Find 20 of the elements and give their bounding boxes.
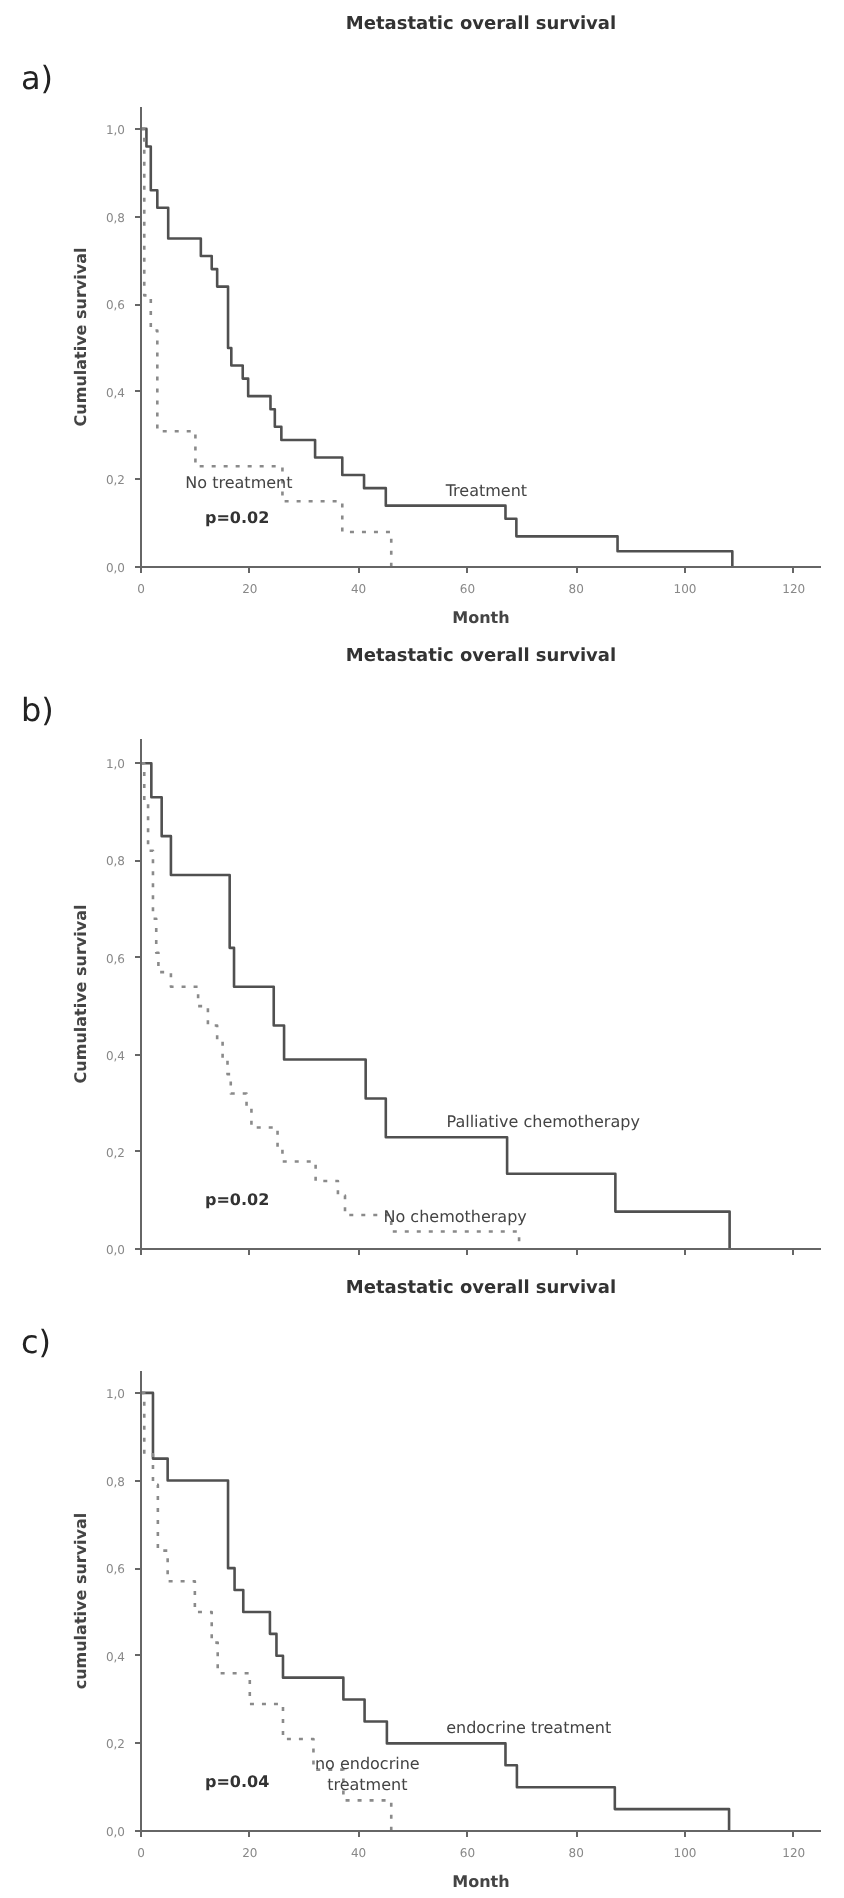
chart-title: Metastatic overall survival <box>345 1279 617 1299</box>
text: a) <box>21 59 54 97</box>
annotation: p=0.04 <box>205 1773 271 1791</box>
series-label: No chemotherapy <box>383 1207 528 1226</box>
text: c) <box>21 1323 52 1361</box>
y-axis-title: Cumulative survival <box>71 904 90 1084</box>
series-label: Palliative chemotherapy <box>446 1113 641 1132</box>
series-label: endocrine treatment <box>446 1719 612 1738</box>
series-label: No treatment <box>185 474 293 493</box>
series-label: no endocrine treatment <box>314 1754 420 1795</box>
series-label: Treatment <box>443 481 528 500</box>
y-axis-title: cumulative survival <box>71 1512 90 1690</box>
chart-title: Metastatic overall survival <box>345 647 617 667</box>
annotation: p=0.02 <box>205 1191 270 1209</box>
annotation: p=0.02 <box>205 509 270 527</box>
chart-title: Metastatic overall survival <box>345 15 617 35</box>
x-axis-title: Month <box>452 1873 511 1891</box>
y-axis-title: Cumulative survival <box>71 247 90 427</box>
x-axis-title: Month <box>452 609 511 627</box>
text: b) <box>21 691 54 729</box>
